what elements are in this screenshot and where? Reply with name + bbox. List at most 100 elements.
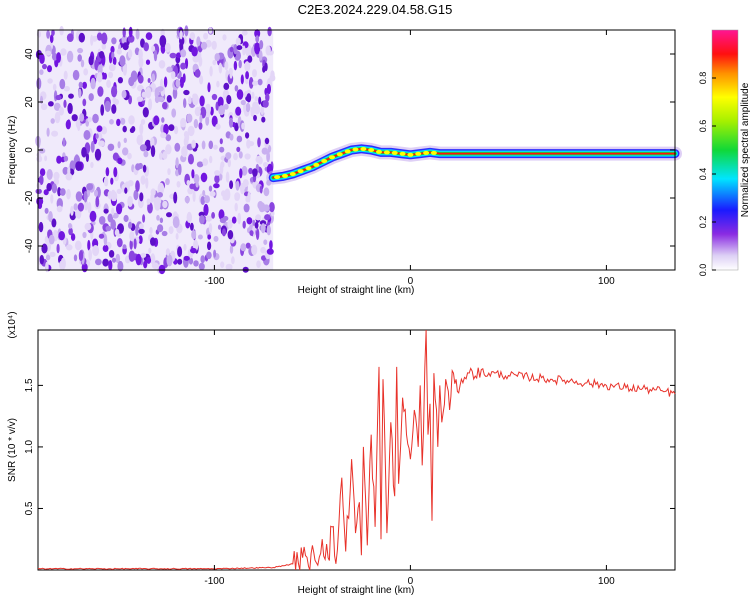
noise-speckle (233, 44, 238, 55)
noise-speckle (233, 60, 238, 71)
noise-speckle (246, 93, 252, 103)
noise-speckle (38, 221, 44, 233)
noise-speckle (220, 161, 225, 169)
noise-speckle (214, 174, 220, 184)
noise-speckle (174, 142, 181, 152)
noise-speckle (42, 63, 47, 70)
noise-speckle (49, 251, 56, 257)
noise-speckle (117, 260, 124, 272)
noise-speckle (242, 45, 246, 56)
y-tick-label: -20 (24, 190, 35, 205)
noise-speckle (51, 53, 58, 61)
noise-speckle (83, 68, 89, 76)
noise-speckle (63, 70, 68, 80)
noise-speckle (251, 91, 255, 99)
noise-speckle (146, 256, 152, 264)
noise-speckle (90, 77, 96, 90)
noise-speckle (94, 189, 98, 197)
noise-speckle (214, 53, 220, 62)
noise-speckle (245, 242, 251, 249)
noise-speckle (82, 98, 87, 107)
noise-speckle (181, 146, 188, 158)
noise-speckle (175, 233, 179, 240)
noise-speckle (240, 99, 246, 106)
noise-speckle (250, 106, 256, 116)
noise-speckle (60, 48, 67, 56)
noise-speckle (71, 114, 78, 122)
spectrogram-x-axis-label: Height of straight line (km) (298, 285, 415, 296)
noise-speckle (140, 175, 146, 185)
noise-speckle (78, 32, 86, 43)
noise-speckle (209, 191, 216, 197)
noise-speckle (199, 114, 203, 123)
noise-speckle (46, 127, 50, 137)
noise-speckle (122, 125, 127, 133)
noise-speckle (138, 228, 145, 235)
noise-speckle (78, 250, 84, 262)
colorbar-gradient (711, 29, 739, 271)
noise-speckle (46, 183, 52, 192)
noise-speckle (48, 101, 54, 107)
noise-speckle (205, 215, 213, 222)
noise-speckle (45, 254, 51, 261)
noise-speckle (67, 102, 73, 115)
noise-speckle (190, 247, 197, 254)
noise-speckle (219, 172, 223, 181)
noise-speckle (83, 130, 91, 140)
noise-speckle (135, 180, 140, 193)
noise-speckle (231, 256, 235, 265)
noise-speckle (201, 140, 206, 150)
noise-speckle (240, 184, 245, 195)
noise-speckle (53, 102, 61, 111)
noise-speckle (135, 28, 140, 40)
noise-speckle (145, 59, 151, 65)
noise-speckle (89, 210, 97, 222)
noise-speckle (206, 251, 212, 260)
noise-speckle (190, 222, 194, 231)
noise-speckle (175, 157, 179, 169)
noise-speckle (263, 239, 268, 245)
colorbar: 0.0 0.2 0.4 0.6 0.8 Normalized spectral ampl… (698, 29, 750, 276)
noise-speckle (151, 262, 159, 270)
noise-speckle (165, 144, 172, 155)
colorbar-ticks: 0.0 0.2 0.4 0.6 0.8 (698, 72, 716, 276)
noise-speckle (146, 198, 151, 205)
noise-speckle (73, 254, 78, 262)
noise-speckle (219, 146, 225, 153)
noise-speckle (243, 203, 250, 213)
noise-speckle (259, 185, 263, 194)
noise-speckle (123, 137, 128, 143)
signal-peak-blob (352, 147, 359, 152)
noise-speckle (241, 122, 246, 130)
noise-speckle (234, 192, 241, 200)
noise-speckle (39, 69, 44, 75)
noise-speckle (51, 29, 55, 36)
noise-speckle (267, 145, 272, 153)
signal-peak-blob (305, 166, 312, 171)
signal-peak-blob (376, 149, 382, 154)
noise-speckle (260, 246, 266, 254)
noise-speckle (46, 169, 53, 180)
noise-speckle (108, 250, 115, 258)
noise-speckle (168, 124, 175, 131)
noise-speckle (156, 214, 160, 221)
noise-speckle (39, 53, 45, 64)
noise-speckle (143, 150, 149, 158)
noise-speckle (193, 174, 200, 184)
signal-peak-blob (329, 155, 335, 160)
noise-speckle (241, 165, 248, 176)
noise-speckle (41, 243, 48, 254)
noise-speckle (135, 163, 141, 171)
noise-speckle (75, 191, 83, 202)
noise-speckle (269, 240, 273, 250)
noise-speckle (172, 216, 180, 229)
noise-speckle (147, 202, 153, 214)
noise-speckle (160, 132, 167, 139)
noise-speckle (269, 202, 275, 213)
noise-speckle (177, 258, 183, 265)
noise-speckle (158, 60, 166, 69)
noise-speckle (178, 163, 182, 176)
noise-speckle (219, 138, 223, 145)
noise-speckle (207, 234, 212, 240)
